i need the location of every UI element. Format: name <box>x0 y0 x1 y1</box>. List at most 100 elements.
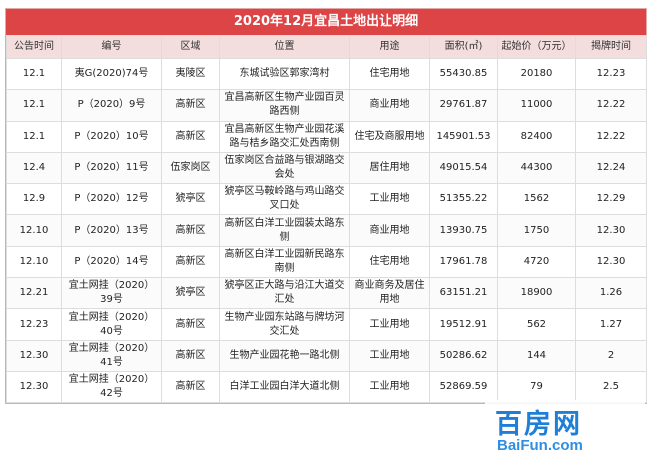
header-cell: 公告时间 <box>6 35 62 59</box>
table-cell: 12.10 <box>6 245 62 279</box>
land-table-container: 2020年12月宜昌土地出让明细 公告时间 编号 区域 位置 用途 面积(㎡) … <box>5 8 647 405</box>
table-row: 12.4 P（2020）11号 伍家岗区 伍家岗区合益路与银湖路交会处 居住用地… <box>6 151 647 185</box>
table-title: 2020年12月宜昌土地出让明细 <box>6 9 646 35</box>
table-cell: 生物产业园东站路与牌坊河交汇处 <box>219 308 350 341</box>
table-row: 12.21 宜土网挂（2020）39号 猇亭区 猇亭区正大路与沿江大道交汇处 商… <box>6 277 647 310</box>
table-cell: 19512.91 <box>429 308 498 341</box>
table-cell: 伍家岗区 <box>161 151 220 185</box>
header-cell: 起始价（万元） <box>497 35 576 59</box>
table-cell: 18900 <box>497 277 576 310</box>
table-cell: 79 <box>497 370 576 404</box>
table-cell: 工业用地 <box>349 308 430 341</box>
header-cell: 用途 <box>349 35 430 59</box>
table-cell: 商业商务及居住用地 <box>349 277 430 310</box>
table-cell: 高新区 <box>161 370 220 404</box>
table-cell: 高新区白洋工业园装太路东侧 <box>219 214 350 247</box>
table-cell: 52869.59 <box>429 370 498 404</box>
table-cell: 63151.21 <box>429 277 498 310</box>
table-row: 12.23 宜土网挂（2020）40号 高新区 生物产业园东站路与牌坊河交汇处 … <box>6 308 647 341</box>
table-cell: 猇亭区 <box>161 277 220 310</box>
table-cell: 12.1 <box>6 57 62 91</box>
table-cell: 商业用地 <box>349 89 430 122</box>
table-row: 12.10 P（2020）13号 高新区 高新区白洋工业园装太路东侧 商业用地 … <box>6 214 647 247</box>
header-cell: 位置 <box>219 35 350 59</box>
table-cell: 12.1 <box>6 89 62 122</box>
table-cell: 20180 <box>497 57 576 91</box>
table-cell: 夷陵区 <box>161 57 220 91</box>
table-cell: 12.9 <box>6 183 62 216</box>
table-cell: 猇亭区 <box>161 183 220 216</box>
table-cell: 工业用地 <box>349 183 430 216</box>
table-cell: 居住用地 <box>349 151 430 185</box>
table-cell: 12.29 <box>575 183 647 216</box>
table-cell: 东城试验区郭家湾村 <box>219 57 350 91</box>
table-row: 12.30 宜土网挂（2020）41号 高新区 生物产业园花艳一路北侧 工业用地… <box>6 339 647 372</box>
table-cell: 工业用地 <box>349 339 430 372</box>
table-cell: 住宅及商服用地 <box>349 120 430 153</box>
table-cell: 工业用地 <box>349 370 430 404</box>
table-cell: 宜土网挂（2020）39号 <box>61 277 162 310</box>
table-cell: 猇亭区马鞍岭路与鸡山路交叉口处 <box>219 183 350 216</box>
table-cell: 44300 <box>497 151 576 185</box>
header-row: 公告时间 编号 区域 位置 用途 面积(㎡) 起始价（万元） 揭牌时间 <box>6 35 647 59</box>
table-cell: 145901.53 <box>429 120 498 153</box>
table-cell: P（2020）10号 <box>61 120 162 153</box>
table-cell: 49015.54 <box>429 151 498 185</box>
table-row: 12.30 宜土网挂（2020）42号 高新区 白洋工业园白洋大道北侧 工业用地… <box>6 370 647 404</box>
table-cell: 12.24 <box>575 151 647 185</box>
table-cell: 12.30 <box>575 245 647 279</box>
table-cell: 11000 <box>497 89 576 122</box>
table-row: 12.9 P（2020）12号 猇亭区 猇亭区马鞍岭路与鸡山路交叉口处 工业用地… <box>6 183 647 216</box>
table-cell: 82400 <box>497 120 576 153</box>
table-cell: 白洋工业园白洋大道北侧 <box>219 370 350 404</box>
table-cell: 13930.75 <box>429 214 498 247</box>
table-cell: 高新区 <box>161 339 220 372</box>
header-cell: 揭牌时间 <box>575 35 647 59</box>
table-cell: 50286.62 <box>429 339 498 372</box>
table-cell: 商业用地 <box>349 214 430 247</box>
table-cell: 伍家岗区合益路与银湖路交会处 <box>219 151 350 185</box>
table-cell: 1.26 <box>575 277 647 310</box>
table-cell: 12.30 <box>6 370 62 404</box>
table-cell: 17961.78 <box>429 245 498 279</box>
table-cell: 12.22 <box>575 89 647 122</box>
table-cell: 55430.85 <box>429 57 498 91</box>
table-cell: 12.23 <box>575 57 647 91</box>
header-cell: 区域 <box>161 35 220 59</box>
table-row: 12.10 P（2020）14号 高新区 高新区白洋工业园新民路东南侧 住宅用地… <box>6 245 647 279</box>
table-cell: 12.30 <box>6 339 62 372</box>
table-cell: 高新区 <box>161 89 220 122</box>
table-cell: 高新区 <box>161 214 220 247</box>
table-cell: 高新区 <box>161 120 220 153</box>
table-cell: 1562 <box>497 183 576 216</box>
table-cell: 51355.22 <box>429 183 498 216</box>
watermark-brand-cn: 百房网 <box>495 409 582 440</box>
header-cell: 编号 <box>61 35 162 59</box>
table-cell: 144 <box>497 339 576 372</box>
table-cell: 12.10 <box>6 214 62 247</box>
table-cell: 生物产业园花艳一路北侧 <box>219 339 350 372</box>
table-cell: P（2020）12号 <box>61 183 162 216</box>
table-cell: 宜土网挂（2020）41号 <box>61 339 162 372</box>
table-cell: 宜土网挂（2020）40号 <box>61 308 162 341</box>
table-cell: 高新区白洋工业园新民路东南侧 <box>219 245 350 279</box>
table-cell: P（2020）11号 <box>61 151 162 185</box>
land-table: 公告时间 编号 区域 位置 用途 面积(㎡) 起始价（万元） 揭牌时间 12.1… <box>6 35 647 404</box>
table-cell: 高新区 <box>161 245 220 279</box>
table-cell: 12.30 <box>575 214 647 247</box>
table-cell: 宜土网挂（2020）42号 <box>61 370 162 404</box>
table-cell: 12.4 <box>6 151 62 185</box>
table-cell: 1750 <box>497 214 576 247</box>
table-cell: 12.23 <box>6 308 62 341</box>
table-cell: 12.21 <box>6 277 62 310</box>
table-row: 12.1 P（2020）9号 高新区 宜昌高新区生物产业园百灵路西侧 商业用地 … <box>6 89 647 122</box>
table-cell: P（2020）13号 <box>61 214 162 247</box>
table-cell: P（2020）9号 <box>61 89 162 122</box>
baifun-watermark: 百房网 BaiFun.com <box>485 400 645 462</box>
table-cell: 高新区 <box>161 308 220 341</box>
table-cell: 2.5 <box>575 370 647 404</box>
table-cell: 2 <box>575 339 647 372</box>
table-cell: 住宅用地 <box>349 57 430 91</box>
header-cell: 面积(㎡) <box>429 35 498 59</box>
table-cell: 夷G(2020)74号 <box>61 57 162 91</box>
